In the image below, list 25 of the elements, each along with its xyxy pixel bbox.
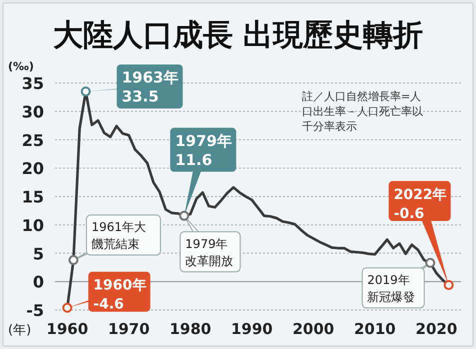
y-tick-label: 5 — [32, 244, 44, 264]
annotation: 1979年改革開放 — [185, 236, 234, 268]
annotation: 1979年 11.6 — [175, 132, 232, 169]
x-tick-label: 2010 — [354, 320, 396, 338]
y-tick-label: 25 — [22, 130, 44, 150]
y-tick-label: 30 — [22, 102, 44, 122]
y-tick-label: 20 — [22, 159, 44, 178]
x-axis-title: (年) — [8, 323, 32, 338]
x-tick-label: 1990 — [230, 320, 273, 338]
y-tick-label: 10 — [22, 216, 44, 235]
x-tick-label: 1970 — [108, 320, 150, 338]
x-tick-label: 2020 — [416, 320, 458, 338]
y-tick-label: 15 — [22, 188, 44, 206]
y-axis-title: (‰) — [8, 60, 34, 73]
y-tick-label: 0 — [32, 272, 44, 292]
chart-title: 大陸人口成長 出現歷史轉折 — [52, 18, 424, 53]
x-tick-label: 2000 — [292, 320, 334, 338]
x-tick-label: 1980 — [169, 320, 212, 338]
annotation: 2022年 -0.6 — [394, 187, 447, 222]
annotation: 2019年新冠爆發 — [367, 272, 416, 304]
x-tick-label: 1960 — [46, 320, 88, 338]
annotation: 註／人口自然增長率=人口出生率－人口死亡率以千分率表示 — [302, 90, 423, 133]
annotation: 1963年 33.5 — [122, 68, 179, 106]
y-tick-label: 35 — [22, 74, 44, 93]
y-tick-label: -5 — [26, 301, 44, 320]
